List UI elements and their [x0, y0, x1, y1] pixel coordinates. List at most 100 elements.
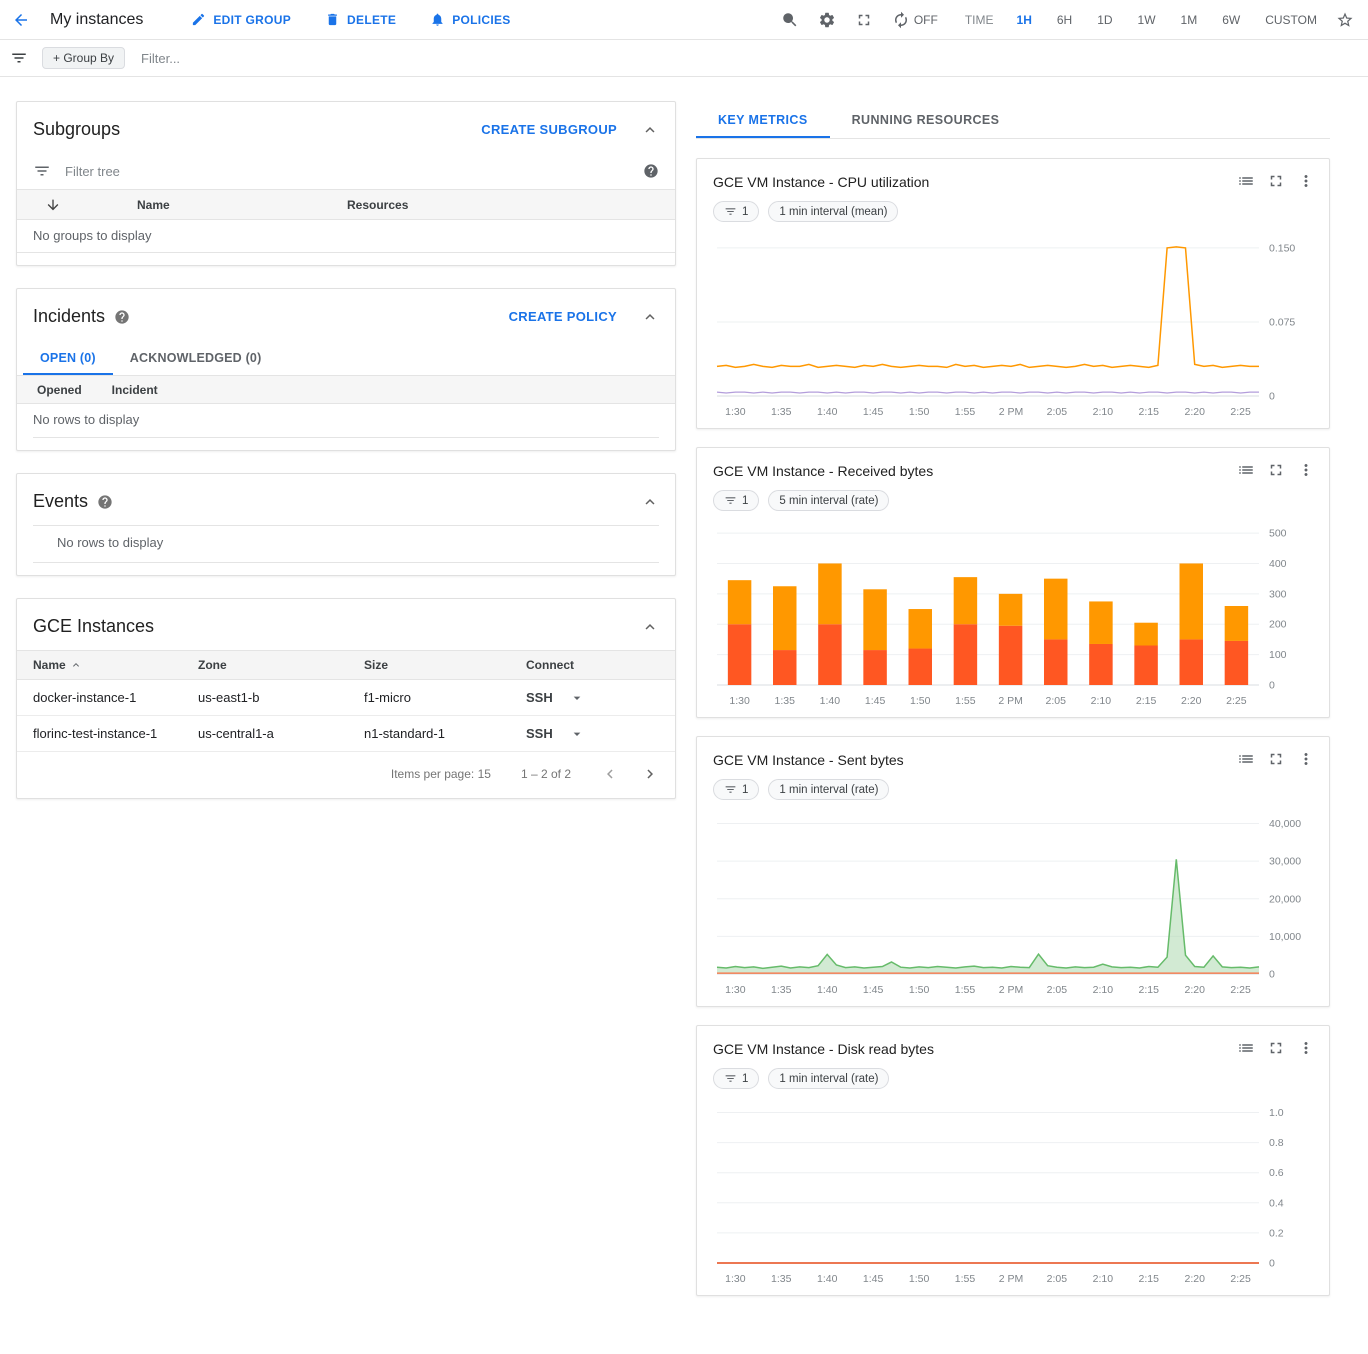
favorite-button[interactable] — [1336, 11, 1354, 29]
svg-text:1:30: 1:30 — [725, 406, 746, 418]
events-collapse-button[interactable] — [641, 493, 659, 511]
items-per-page-select[interactable]: 15 — [477, 767, 491, 781]
previous-page-button[interactable] — [601, 765, 619, 783]
interval-chip[interactable]: 1 min interval (mean) — [768, 201, 899, 222]
subgroups-col-name: Name — [137, 197, 170, 212]
chart-more-icon[interactable] — [1297, 172, 1315, 190]
trash-icon — [328, 13, 337, 26]
chart-more-icon[interactable] — [1297, 461, 1315, 479]
fullscreen-button[interactable] — [855, 11, 873, 29]
svg-text:10,000: 10,000 — [1269, 931, 1301, 943]
ssh-options-dropdown[interactable] — [569, 726, 585, 742]
subgroups-help-button[interactable] — [643, 163, 659, 179]
back-button[interactable] — [12, 11, 30, 29]
next-page-button[interactable] — [641, 765, 659, 783]
gce-table-header: Name Zone Size Connect — [17, 650, 675, 680]
subgroups-filter-row — [17, 153, 675, 190]
incidents-help-icon[interactable] — [114, 309, 130, 325]
metrics-tabbar: KEY METRICS RUNNING RESOURCES — [696, 101, 1330, 139]
interval-chip[interactable]: 1 min interval (rate) — [768, 779, 890, 800]
time-range-6h[interactable]: 6H — [1056, 12, 1073, 27]
gce-col-size-header[interactable]: Size — [364, 658, 389, 672]
chart-more-icon[interactable] — [1297, 1039, 1315, 1057]
svg-text:2:20: 2:20 — [1185, 1273, 1206, 1285]
svg-text:1:50: 1:50 — [909, 984, 930, 996]
svg-text:1:30: 1:30 — [725, 984, 746, 996]
svg-text:2:25: 2:25 — [1226, 695, 1247, 707]
group-by-chip[interactable]: + Group By — [42, 47, 126, 69]
chart-more-icon[interactable] — [1297, 750, 1315, 768]
chart-fullscreen-icon[interactable] — [1267, 461, 1285, 479]
time-range-6w[interactable]: 6W — [1222, 12, 1241, 27]
filter-count-chip[interactable]: 1 — [713, 1068, 760, 1089]
svg-text:2:05: 2:05 — [1047, 1273, 1068, 1285]
svg-text:0.4: 0.4 — [1269, 1197, 1284, 1209]
svg-text:1:35: 1:35 — [771, 984, 792, 996]
interval-chip[interactable]: 1 min interval (rate) — [768, 1068, 890, 1089]
tab-open-incidents[interactable]: OPEN (0) — [23, 340, 113, 375]
tab-running-resources[interactable]: RUNNING RESOURCES — [830, 101, 1022, 138]
filter-count-chip[interactable]: 1 — [713, 201, 760, 222]
svg-text:1:35: 1:35 — [771, 406, 792, 418]
sort-asc-icon — [72, 663, 79, 667]
gear-icon — [819, 12, 834, 27]
incidents-title: Incidents — [33, 306, 106, 326]
chart-legend-icon[interactable] — [1237, 750, 1255, 768]
ssh-button[interactable]: SSH — [526, 726, 553, 741]
chart-legend-icon[interactable] — [1237, 172, 1255, 190]
delete-button[interactable]: DELETE — [325, 12, 396, 27]
time-range-1d[interactable]: 1D — [1097, 12, 1113, 27]
time-range-1w[interactable]: 1W — [1137, 12, 1156, 27]
incidents-collapse-button[interactable] — [641, 308, 659, 326]
refresh-icon — [894, 11, 907, 28]
time-range-custom[interactable]: CUSTOM — [1265, 12, 1317, 27]
create-subgroup-button[interactable]: CREATE SUBGROUP — [481, 122, 617, 137]
tab-key-metrics[interactable]: KEY METRICS — [696, 101, 830, 138]
events-card: Events No rows to display — [16, 473, 676, 576]
subgroups-collapse-button[interactable] — [641, 121, 659, 139]
svg-text:2:25: 2:25 — [1230, 1273, 1251, 1285]
delete-label: DELETE — [347, 12, 397, 27]
filter-count-chip[interactable]: 1 — [713, 490, 760, 511]
time-range-1h[interactable]: 1H — [1016, 12, 1032, 27]
events-help-icon[interactable] — [97, 494, 113, 510]
auto-refresh-toggle[interactable]: OFF — [892, 11, 938, 29]
time-range-1m[interactable]: 1M — [1180, 12, 1198, 27]
chevron-left-icon — [607, 769, 613, 779]
filter-list-icon — [35, 166, 49, 176]
svg-text:2:15: 2:15 — [1139, 1273, 1160, 1285]
gce-collapse-button[interactable] — [641, 618, 659, 636]
chart-fullscreen-icon[interactable] — [1267, 172, 1285, 190]
svg-text:1:35: 1:35 — [771, 1273, 792, 1285]
ssh-options-dropdown[interactable] — [569, 690, 585, 706]
time-range-group: 1H 6H 1D 1W 1M 6W CUSTOM — [1017, 13, 1317, 27]
fullscreen-icon — [858, 14, 870, 25]
interval-chip[interactable]: 5 min interval (rate) — [768, 490, 890, 511]
global-filter-input[interactable] — [139, 49, 1354, 67]
search-button[interactable] — [781, 11, 799, 29]
settings-button[interactable] — [818, 11, 836, 29]
svg-text:1:50: 1:50 — [910, 695, 931, 707]
arrow-back-icon — [15, 13, 27, 26]
gce-col-zone-header[interactable]: Zone — [198, 658, 227, 672]
edit-group-button[interactable]: EDIT GROUP — [191, 12, 291, 27]
events-empty-text: No rows to display — [57, 535, 164, 550]
subgroups-filter-input[interactable] — [63, 162, 631, 180]
chart-fullscreen-icon[interactable] — [1267, 1039, 1285, 1057]
chart-legend-icon[interactable] — [1237, 1039, 1255, 1057]
svg-text:2:05: 2:05 — [1046, 695, 1067, 707]
svg-text:2:15: 2:15 — [1139, 406, 1160, 418]
gce-col-name-header[interactable]: Name — [17, 658, 182, 672]
ssh-button[interactable]: SSH — [526, 690, 553, 705]
svg-text:30,000: 30,000 — [1269, 856, 1301, 868]
create-policy-button[interactable]: CREATE POLICY — [508, 309, 617, 324]
tab-acknowledged-incidents[interactable]: ACKNOWLEDGED (0) — [113, 340, 279, 375]
svg-text:1.0: 1.0 — [1269, 1107, 1284, 1119]
subgroups-col-resources: Resources — [347, 197, 409, 212]
policies-button[interactable]: POLICIES — [430, 12, 510, 27]
sort-order-button[interactable] — [45, 197, 137, 213]
chart-fullscreen-icon[interactable] — [1267, 750, 1285, 768]
chart-legend-icon[interactable] — [1237, 461, 1255, 479]
incidents-table-header: Opened Incident — [17, 376, 675, 404]
filter-count-chip[interactable]: 1 — [713, 779, 760, 800]
